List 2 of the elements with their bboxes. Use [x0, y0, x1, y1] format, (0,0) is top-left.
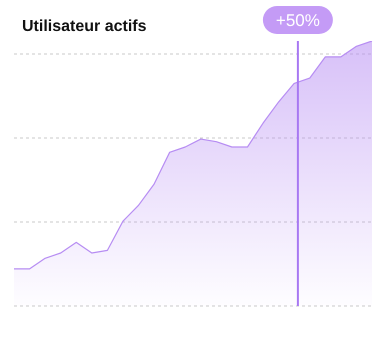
- text: +50%: [276, 11, 320, 30]
- chart-title: Utilisateur actifs: [22, 18, 146, 36]
